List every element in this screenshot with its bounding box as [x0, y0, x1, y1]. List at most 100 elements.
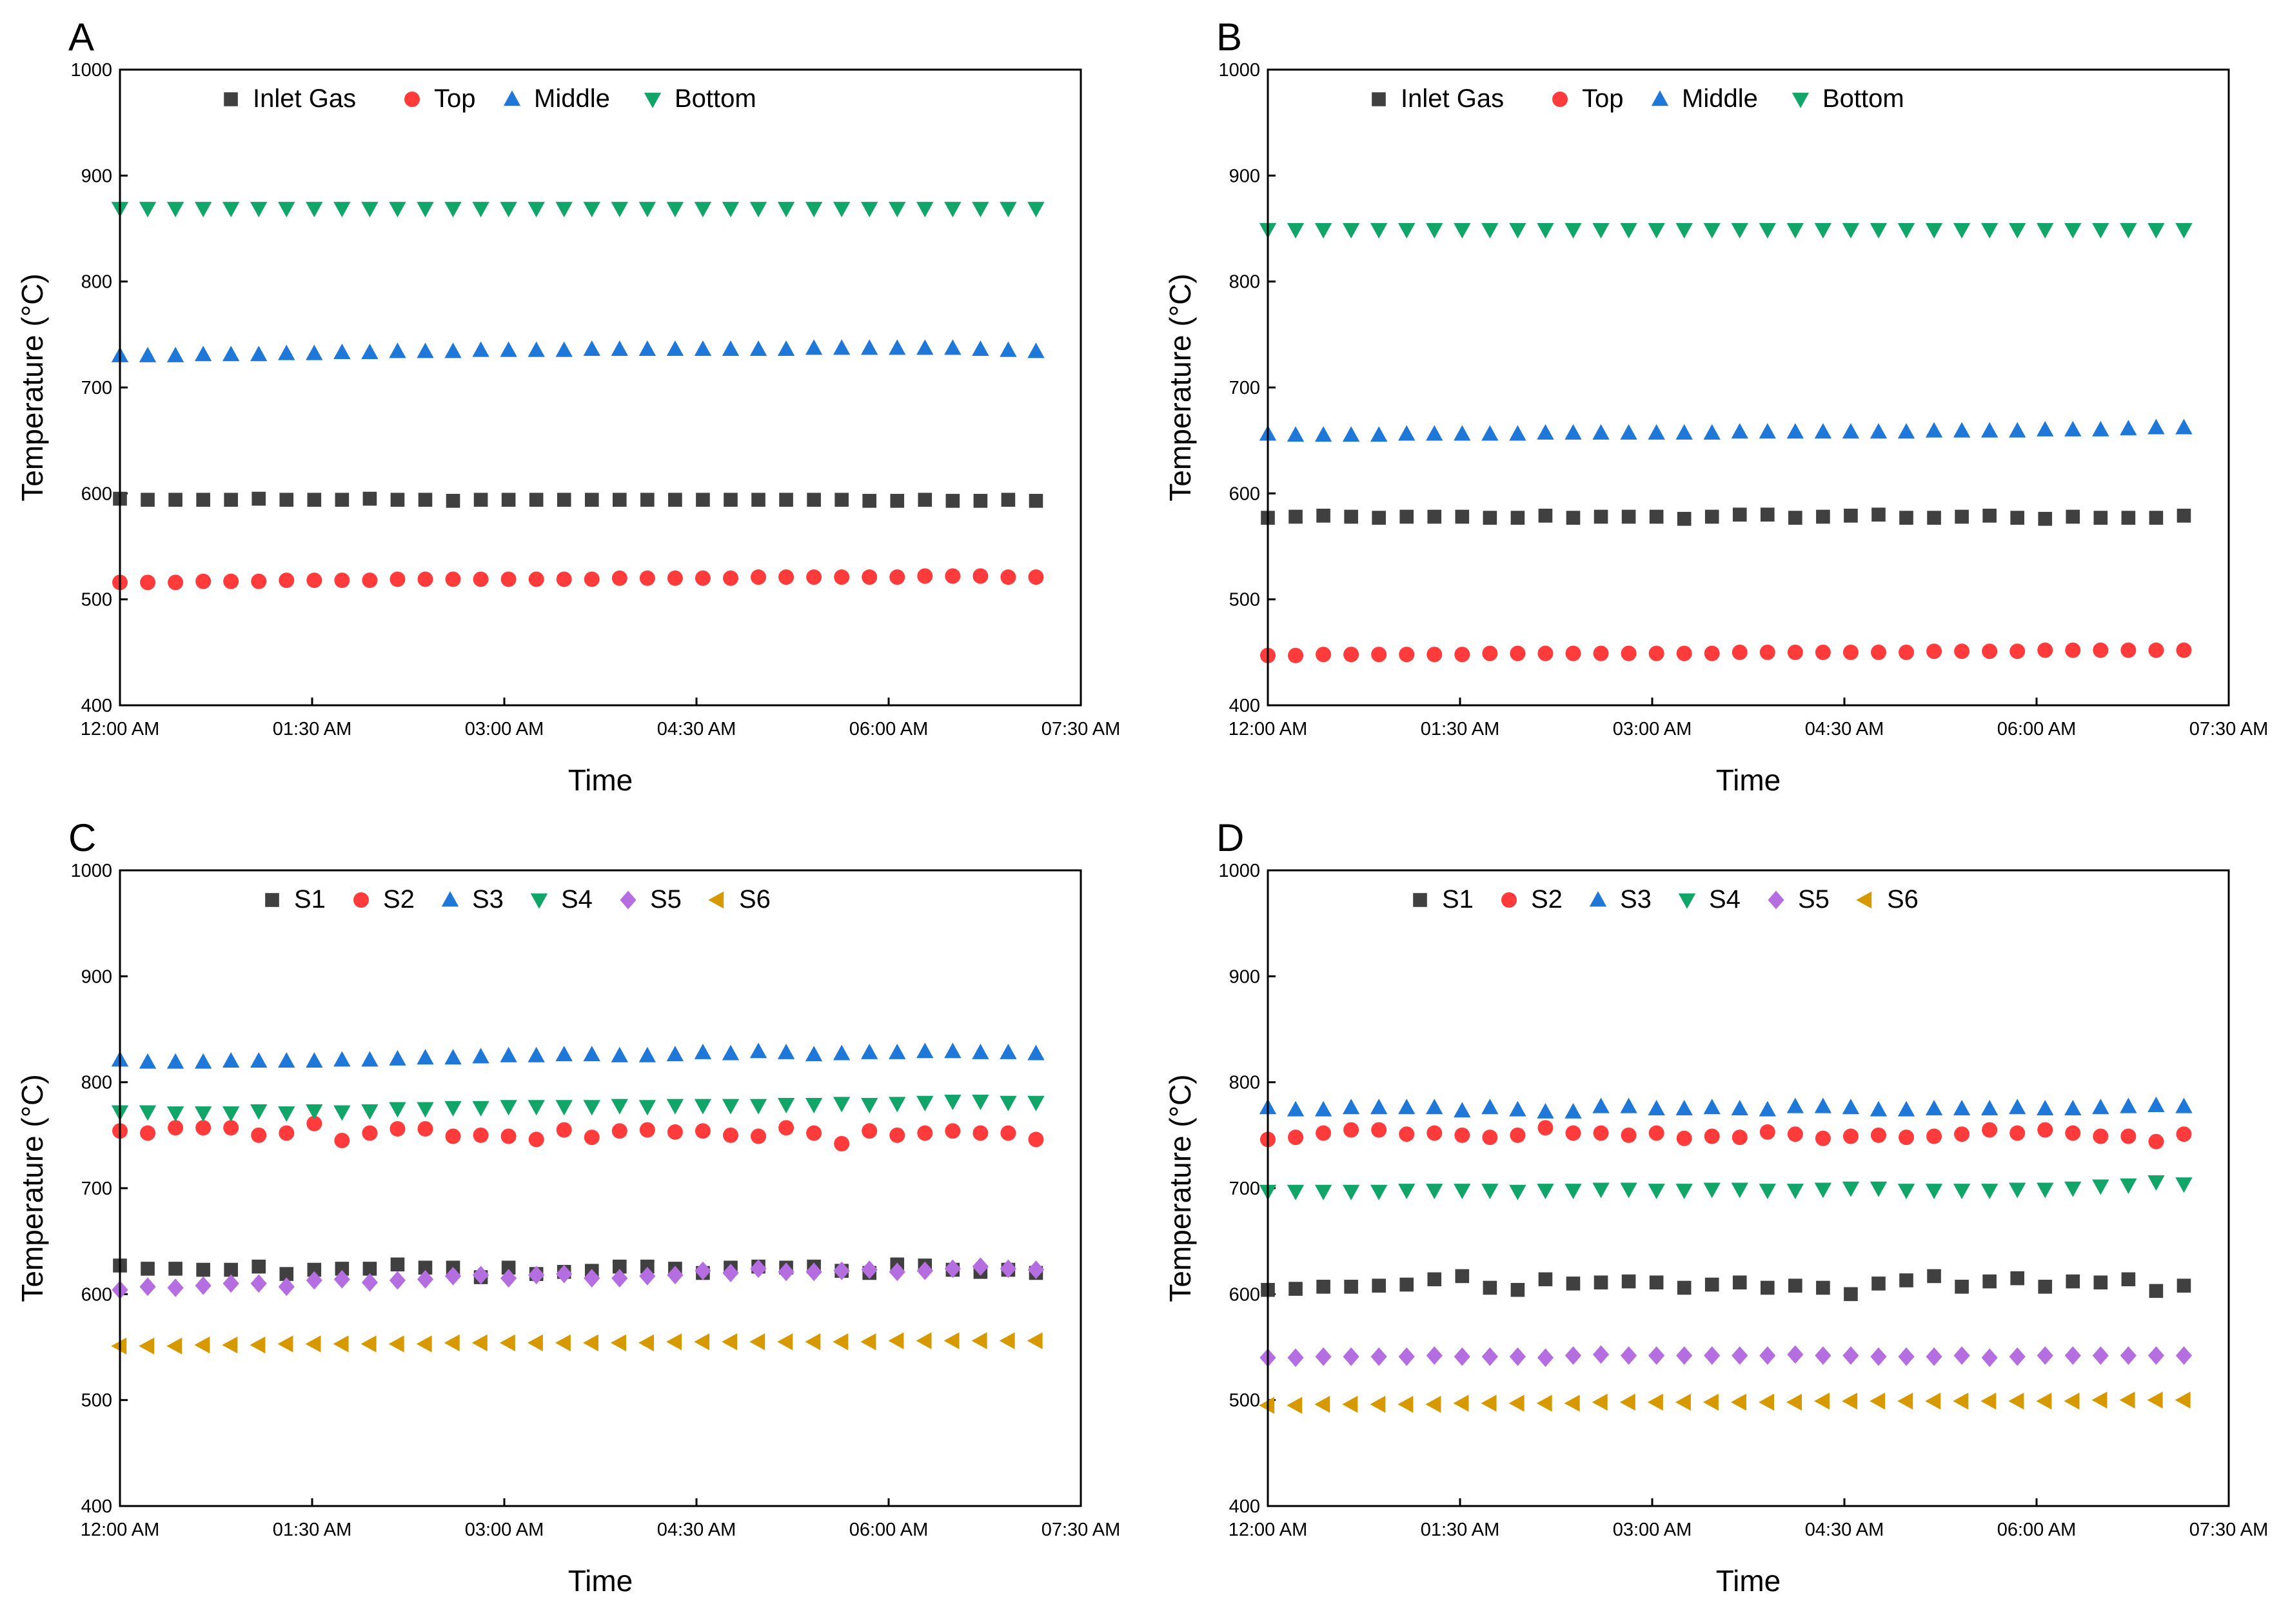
data-point — [528, 1266, 545, 1285]
data-point — [1287, 1184, 1305, 1200]
data-point — [307, 493, 322, 507]
data-point — [1287, 1348, 1304, 1367]
data-point — [613, 493, 627, 507]
data-point — [194, 1106, 212, 1122]
data-point — [141, 1262, 155, 1276]
data-point — [251, 573, 267, 589]
data-point — [2092, 1346, 2109, 1365]
data-point — [196, 493, 210, 507]
data-point — [1786, 1393, 1802, 1411]
data-point — [361, 1051, 379, 1067]
data-point — [1000, 202, 1017, 218]
data-point — [1314, 1396, 1330, 1413]
data-point — [667, 1266, 684, 1285]
data-point — [1399, 509, 1414, 524]
data-point — [111, 1337, 127, 1355]
data-point — [1538, 509, 1553, 523]
data-point — [2092, 222, 2109, 239]
data-point — [944, 339, 962, 355]
legend-label: S1 — [294, 885, 326, 914]
x-tick-label: 07:30 AM — [2189, 1520, 2269, 1540]
data-point — [916, 202, 934, 218]
legend-label: S1 — [1442, 885, 1474, 914]
data-point — [1786, 1184, 1804, 1200]
legend-label: S2 — [383, 885, 415, 914]
data-point — [1870, 222, 1888, 239]
data-point — [1870, 1181, 1888, 1197]
data-point — [2175, 222, 2193, 239]
data-point — [2037, 1099, 2054, 1115]
data-point — [889, 1127, 905, 1143]
data-point — [1370, 1184, 1388, 1200]
data-point — [1953, 1099, 1971, 1115]
data-point — [2009, 422, 2026, 438]
data-point — [2148, 642, 2164, 658]
x-tick-label: 03:00 AM — [1613, 719, 1692, 739]
data-point — [250, 346, 268, 362]
data-point — [777, 202, 795, 218]
x-tick-label: 12:00 AM — [1229, 1520, 1308, 1540]
data-point — [1731, 423, 1748, 439]
data-point — [306, 572, 322, 589]
data-point — [251, 1127, 267, 1143]
data-point — [166, 1053, 184, 1069]
data-point — [805, 1333, 821, 1351]
data-point — [807, 493, 821, 507]
data-point — [2147, 1346, 2165, 1365]
data-point — [1675, 424, 1693, 440]
data-point — [2120, 1178, 2137, 1194]
data-point — [639, 1122, 655, 1138]
data-point — [1648, 424, 1665, 440]
data-point — [418, 1260, 433, 1275]
data-point — [1787, 1345, 1804, 1364]
data-point — [529, 493, 544, 507]
data-point — [1316, 1125, 1332, 1141]
data-point — [306, 1104, 323, 1120]
data-point — [1426, 647, 1443, 663]
data-point — [1842, 1393, 1858, 1410]
data-point — [278, 202, 295, 218]
y-tick-label: 600 — [81, 484, 112, 504]
data-point — [1593, 1125, 1609, 1141]
data-point — [2037, 222, 2054, 239]
data-point — [279, 1267, 294, 1281]
data-point — [1372, 511, 1386, 525]
data-point — [1814, 222, 1832, 239]
data-point — [1953, 1184, 1971, 1200]
data-point — [335, 493, 350, 507]
x-tick-label: 07:30 AM — [2189, 719, 2269, 739]
data-point — [194, 202, 212, 218]
data-point — [528, 571, 544, 587]
y-tick-label: 1000 — [70, 861, 112, 881]
data-point — [944, 1042, 962, 1059]
data-point — [611, 1099, 628, 1115]
data-point — [1731, 222, 1748, 239]
data-point — [696, 493, 710, 507]
data-point — [389, 202, 406, 218]
data-point — [638, 340, 656, 357]
data-point — [806, 569, 822, 585]
legend-label: S4 — [1709, 885, 1741, 914]
legend-label: Middle — [534, 84, 610, 113]
data-point — [1027, 1044, 1045, 1061]
legend-marker — [224, 92, 238, 106]
data-point — [2121, 511, 2136, 525]
data-point — [1426, 1099, 1443, 1115]
data-point — [1816, 509, 1830, 524]
data-point — [2065, 1125, 2081, 1141]
data-point — [1677, 1280, 1692, 1295]
data-point — [250, 1336, 266, 1354]
data-point — [1621, 509, 1636, 524]
data-point — [1815, 644, 1831, 660]
legend-marker — [1501, 892, 1517, 908]
data-point — [889, 202, 906, 218]
data-point — [640, 493, 655, 507]
y-axis-label: Temperature (°C) — [1163, 273, 1197, 501]
data-point — [1426, 222, 1443, 239]
data-point — [1509, 1184, 1526, 1200]
data-point — [1510, 511, 1525, 525]
data-point — [472, 1101, 489, 1117]
data-point — [389, 1271, 406, 1290]
data-point — [1592, 1345, 1610, 1364]
data-point — [500, 1046, 517, 1062]
